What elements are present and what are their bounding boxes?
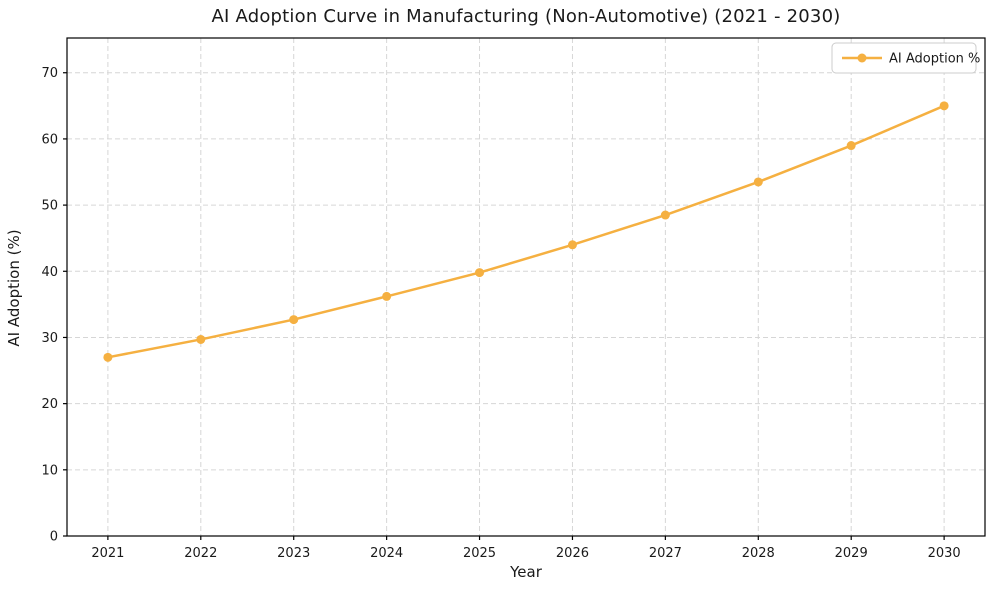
- y-tick-label: 40: [41, 265, 58, 280]
- data-point-marker: [289, 315, 299, 325]
- y-axis-label: AI Adoption (%): [5, 229, 23, 347]
- y-tick-label: 60: [41, 132, 58, 147]
- data-point-marker: [846, 141, 856, 151]
- x-tick-label: 2024: [370, 546, 403, 561]
- x-axis-label: Year: [510, 563, 542, 581]
- chart-title: AI Adoption Curve in Manufacturing (Non-…: [211, 6, 841, 27]
- y-tick-label: 10: [41, 463, 58, 478]
- gridlines: [67, 38, 985, 536]
- data-point-marker: [103, 352, 113, 362]
- y-tick-label: 20: [41, 397, 58, 412]
- x-tick-label: 2023: [277, 546, 310, 561]
- data-point-marker: [475, 268, 485, 278]
- y-tick-label: 30: [41, 331, 58, 346]
- axis-ticks: [63, 72, 945, 540]
- x-tick-label: 2027: [649, 546, 682, 561]
- x-tick-label: 2030: [928, 546, 961, 561]
- y-tick-label: 0: [50, 530, 58, 545]
- x-tick-label: 2026: [556, 546, 589, 561]
- y-tick-label: 50: [41, 199, 58, 214]
- legend-marker-sample: [857, 53, 867, 63]
- x-tick-label: 2028: [742, 546, 775, 561]
- series-line: [106, 104, 946, 359]
- y-tick-label: 70: [41, 66, 58, 81]
- data-point-marker: [382, 291, 392, 301]
- data-point-marker: [660, 210, 670, 220]
- data-point-marker: [196, 334, 206, 344]
- x-tick-label: 2021: [91, 546, 124, 561]
- data-point-marker: [567, 240, 577, 250]
- tick-labels: 2021 2022 2023 2024 2025 2026 2027 2028 2029 2030…: [41, 66, 960, 561]
- data-point-marker: [753, 177, 763, 187]
- data-point-marker: [939, 101, 949, 111]
- x-tick-label: 2025: [463, 546, 496, 561]
- x-tick-label: 2022: [184, 546, 217, 561]
- legend-entry-label: AI Adoption %: [889, 52, 980, 67]
- legend: AI Adoption %: [831, 42, 980, 74]
- axes-spines: [66, 37, 986, 537]
- legend-box: [831, 42, 977, 74]
- x-tick-label: 2029: [835, 546, 868, 561]
